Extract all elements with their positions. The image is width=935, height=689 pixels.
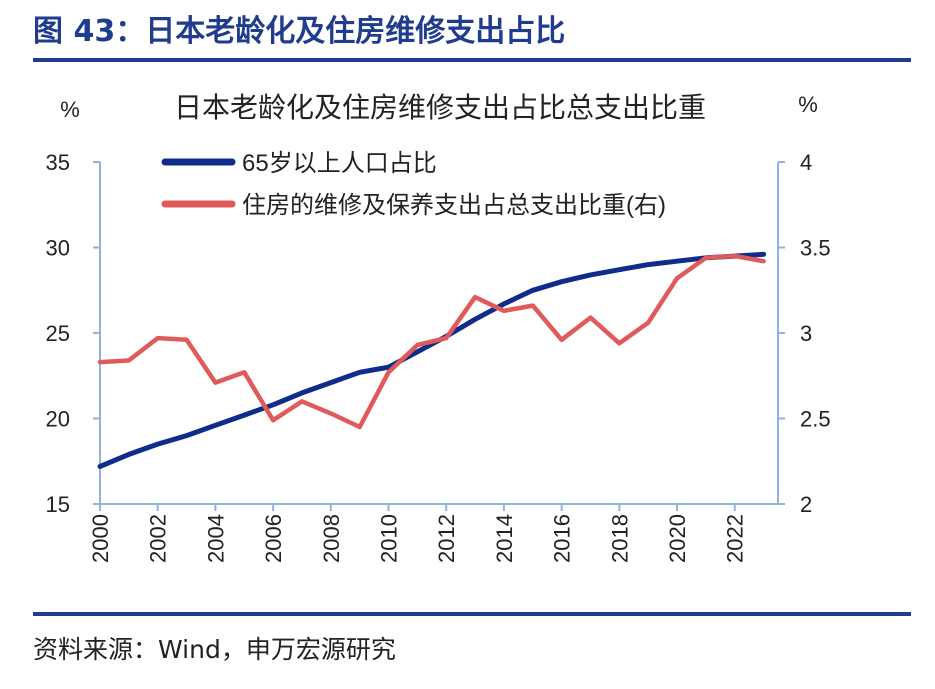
x-tick-label: 2020	[665, 514, 690, 563]
left-tick-label: 25	[46, 321, 70, 346]
x-tick-label: 2010	[377, 514, 402, 563]
source-note: 资料来源：Wind，申万宏源研究	[33, 635, 396, 664]
left-tick-label: 20	[46, 407, 70, 432]
right-tick-label: 4	[800, 150, 812, 175]
x-tick-label: 2016	[550, 514, 575, 563]
source-rule	[33, 612, 911, 616]
right-axis-unit: %	[798, 92, 818, 117]
x-tick-label: 2000	[88, 514, 113, 563]
chart-title: 日本老龄化及住房维修支出占比总支出比重	[174, 92, 706, 123]
line-chart: 日本老龄化及住房维修支出占比总支出比重 % % 15 20 25 30 35 2 2.5 3 3…	[46, 92, 831, 563]
legend-label: 住房的维修及保养支出占总支出比重(右)	[242, 192, 666, 219]
right-tick-label: 2	[800, 492, 812, 517]
left-axis-unit: %	[60, 97, 80, 122]
right-tick-label: 3	[800, 321, 812, 346]
x-tick-label: 2004	[203, 514, 228, 563]
x-tick-label: 2002	[146, 514, 171, 563]
x-tick-label: 2006	[261, 514, 286, 563]
x-tick-label: 2008	[319, 514, 344, 563]
left-tick-label: 15	[46, 492, 70, 517]
x-tick-label: 2014	[492, 514, 517, 563]
right-tick-label: 3.5	[800, 236, 831, 261]
housing-repair-share-line	[97, 253, 766, 430]
figure-title: 图 43：日本老龄化及住房维修支出占比	[33, 14, 566, 49]
x-tick-label: 2018	[607, 514, 632, 563]
x-tick-label: 2012	[434, 514, 459, 563]
left-tick-label: 35	[46, 150, 70, 175]
axes: 15 20 25 30 35 2 2.5 3 3.5 4 2000 2002 2004 2006 2008 2…	[46, 150, 831, 563]
aging-population-line	[97, 251, 767, 469]
x-tick-label: 2022	[723, 514, 748, 563]
right-tick-label: 2.5	[800, 407, 831, 432]
legend-label: 65岁以上人口占比	[242, 150, 437, 177]
series-group	[97, 251, 767, 469]
left-tick-label: 30	[46, 236, 70, 261]
title-rule	[33, 58, 911, 62]
